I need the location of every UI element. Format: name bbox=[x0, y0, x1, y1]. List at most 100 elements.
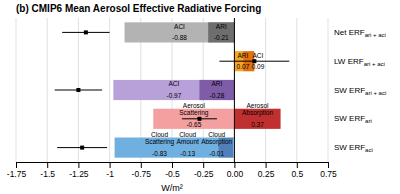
grid-line bbox=[328, 18, 329, 162]
row-label-subscript: ari + aci bbox=[365, 32, 386, 38]
x-tick-label: -1.5 bbox=[40, 169, 55, 179]
data-label: CloudAmount-0.13 bbox=[176, 131, 199, 157]
segment-name: AerosolAbsorption bbox=[242, 102, 273, 117]
label-line: ACI bbox=[174, 23, 185, 30]
x-tick-mark bbox=[78, 162, 79, 168]
grid-line bbox=[296, 18, 297, 162]
row-label-subscript: ari bbox=[365, 118, 372, 124]
x-tick-label: -0.25 bbox=[194, 169, 214, 179]
row-label-main: LW ERF bbox=[334, 57, 364, 66]
x-tick-label: -0.75 bbox=[132, 169, 152, 179]
x-tick-label: -1.75 bbox=[7, 169, 27, 179]
grid-line bbox=[47, 18, 48, 162]
title: (b) CMIP6 Mean Aerosol Effective Radiati… bbox=[16, 3, 261, 14]
segment-name: CloudAmount bbox=[176, 131, 199, 145]
label-line: ACI bbox=[253, 52, 264, 59]
segment-name: ARI bbox=[237, 52, 248, 59]
label-line: Absorption bbox=[242, 109, 273, 117]
marks bbox=[55, 18, 290, 162]
x-tick: 0.75 bbox=[320, 162, 337, 179]
x-tick: -1.25 bbox=[69, 162, 89, 179]
bar bbox=[153, 109, 234, 129]
error-marker bbox=[76, 88, 80, 92]
x-tick-mark bbox=[297, 162, 298, 168]
label-line: Cloud bbox=[208, 131, 225, 138]
row-label: Net ERFari + aci bbox=[334, 28, 386, 38]
data-label: ACI -0.88 bbox=[172, 23, 187, 42]
x-tick-mark bbox=[172, 162, 173, 168]
x-tick: -1.5 bbox=[40, 162, 55, 179]
row-label-subscript: ari + aci bbox=[364, 61, 385, 67]
x-tick-label: -1.25 bbox=[69, 169, 89, 179]
row-label-main: Net ERF bbox=[334, 28, 365, 37]
x-tick: -0.5 bbox=[165, 162, 180, 179]
label-line: Absorption bbox=[201, 138, 232, 146]
row-labels: Net ERFari + aciLW ERFari + aciSW ERFari… bbox=[334, 28, 386, 153]
bar bbox=[208, 22, 234, 42]
segment-name: CloudScattering bbox=[145, 131, 175, 146]
reference-line bbox=[234, 18, 235, 162]
segment-name: ARI bbox=[212, 80, 223, 87]
x-tick-label: -1 bbox=[106, 169, 114, 179]
data-labels: ACI-0.88ARI-0.21ARI0.07ACI0.09ACI-0.97AR… bbox=[145, 23, 274, 157]
x-axis: -1.75-1.5-1.25-1-0.75-0.5-0.250.000.250.… bbox=[7, 162, 337, 179]
row-label-main: SW ERF bbox=[334, 143, 365, 152]
label-line: ARI bbox=[237, 52, 248, 59]
label-line: Cloud bbox=[179, 131, 196, 138]
label-line: ARI bbox=[212, 80, 223, 87]
data-label: ARI -0.21 bbox=[214, 23, 229, 42]
label-line: Cloud bbox=[151, 131, 168, 138]
segment-name: ACI bbox=[253, 52, 264, 59]
bar bbox=[113, 80, 234, 100]
bar bbox=[234, 109, 280, 129]
segment-value: -0.28 bbox=[210, 92, 225, 99]
bar bbox=[199, 80, 234, 100]
x-tick-mark bbox=[328, 162, 329, 168]
data-label: ARI 0.07 bbox=[237, 52, 250, 71]
x-tick-mark bbox=[47, 162, 48, 168]
segment-name: ACI bbox=[174, 23, 185, 30]
x-tick: -0.25 bbox=[194, 162, 214, 179]
row-label-subscript: aci bbox=[365, 147, 373, 153]
x-axis-title: W/m² bbox=[161, 183, 183, 193]
x-tick-mark bbox=[234, 162, 235, 168]
x-tick: 0.5 bbox=[291, 162, 303, 179]
label-line: Scattering bbox=[179, 109, 209, 117]
data-label: ACI-0.97 bbox=[166, 80, 181, 99]
row-label: SW ERFari bbox=[334, 114, 372, 124]
label-line: Scattering bbox=[145, 138, 175, 146]
x-tick-mark bbox=[110, 162, 111, 168]
x-tick: -1 bbox=[106, 162, 114, 179]
bar-row bbox=[125, 22, 235, 42]
data-label: CloudAbsorption-0.01 bbox=[201, 131, 232, 157]
error-bar bbox=[55, 88, 102, 92]
segment-name: CloudAbsorption bbox=[201, 131, 232, 146]
x-tick-mark bbox=[266, 162, 267, 168]
row-label-main: SW ERF bbox=[334, 86, 365, 95]
segment-name: ACI bbox=[168, 80, 179, 87]
x-tick-label: 0.75 bbox=[320, 169, 337, 179]
label-line: ACI bbox=[168, 80, 179, 87]
data-label: AerosolScattering-0.65 bbox=[179, 102, 209, 128]
x-tick-label: 0.5 bbox=[291, 169, 303, 179]
segment-value: 0.07 bbox=[237, 63, 250, 70]
x-tick-mark bbox=[141, 162, 142, 168]
segment-value: -0.21 bbox=[214, 35, 229, 42]
label-line: Amount bbox=[176, 138, 199, 145]
segment-value: -0.83 bbox=[152, 150, 167, 157]
x-tick-mark bbox=[16, 162, 17, 168]
grid-line bbox=[234, 18, 235, 162]
segment-value: -0.88 bbox=[172, 35, 187, 42]
segment-name: ARI bbox=[216, 23, 227, 30]
row-label-main: SW ERF bbox=[334, 114, 365, 123]
label-line: Aerosol bbox=[183, 102, 206, 109]
x-tick: -0.75 bbox=[132, 162, 152, 179]
x-tick-label: -0.5 bbox=[165, 169, 180, 179]
x-tick-label: 0.25 bbox=[258, 169, 275, 179]
row-label: SW ERFari + aci bbox=[334, 86, 386, 96]
row-label: LW ERFari + aci bbox=[334, 57, 385, 67]
x-tick-mark bbox=[203, 162, 204, 168]
segment-value: 0.09 bbox=[252, 63, 265, 70]
x-tick: 0.25 bbox=[258, 162, 275, 179]
segment-name: AerosolScattering bbox=[179, 102, 209, 117]
